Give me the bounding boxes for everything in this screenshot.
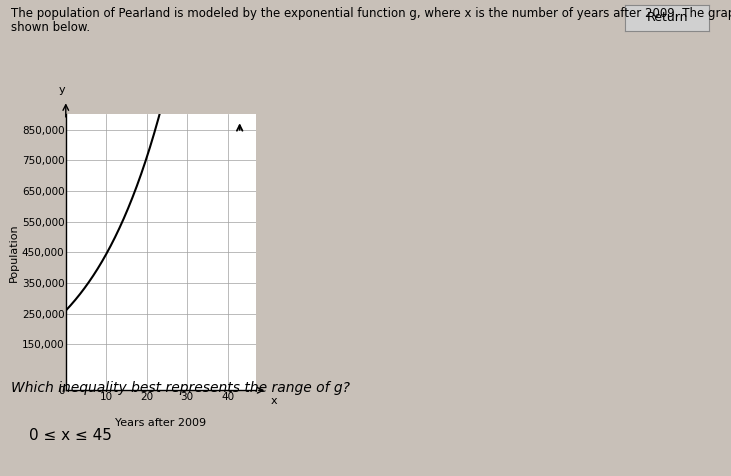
Text: Which inequality best represents the range of g?: Which inequality best represents the ran… [11,381,350,395]
Text: y: y [58,85,65,95]
Y-axis label: Population: Population [9,223,19,282]
Text: shown below.: shown below. [11,21,90,34]
Text: Years after 2009: Years after 2009 [115,418,206,428]
Text: x: x [271,397,278,407]
Text: The population of Pearland is modeled by the exponential function g, where x is : The population of Pearland is modeled by… [11,7,731,20]
Text: 0 ≤ x ≤ 45: 0 ≤ x ≤ 45 [29,428,112,444]
Text: Return: Return [646,11,688,24]
